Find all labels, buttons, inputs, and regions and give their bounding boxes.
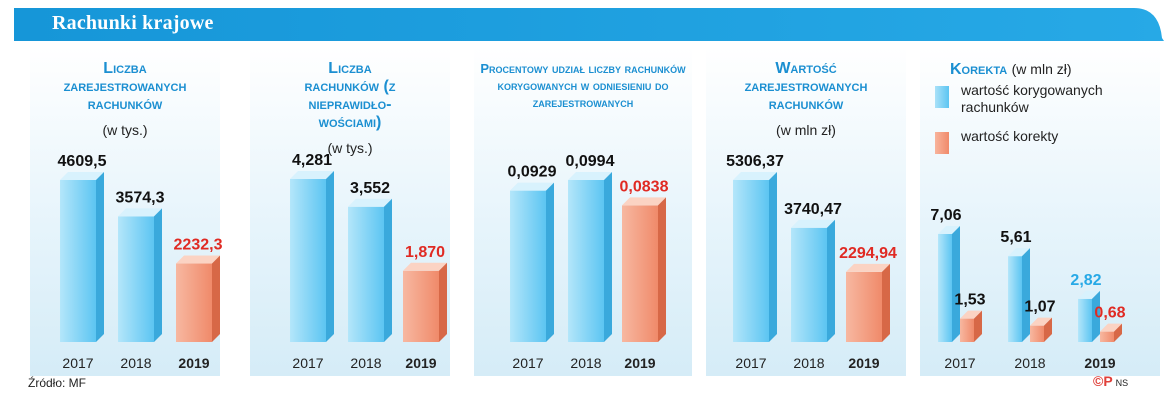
tick-label: 2017: [735, 355, 766, 371]
chart-title-unit: (w mln zł): [1011, 61, 1072, 77]
data-label: 7,06: [930, 207, 961, 224]
bar-korygowane-2019: [1078, 290, 1100, 342]
tick-label: 2017: [944, 355, 975, 371]
tick-label: 2019: [1084, 355, 1115, 371]
chart-panel-percentage: Procentowy udział liczby rachunków koryg…: [474, 46, 692, 376]
chart-panel-registered-count: Liczba zarejestrowanych rachunków (w tys…: [30, 46, 223, 376]
chart-title: Korekta: [950, 61, 1008, 78]
author-initials: NS: [1115, 378, 1129, 388]
bar-2018: [791, 219, 835, 342]
data-label: 2294,94: [839, 245, 897, 262]
bar-korekta-2018: [1030, 317, 1052, 342]
tick-label: 2019: [405, 355, 436, 371]
data-label: 1,53: [954, 292, 985, 309]
tick-label: 2017: [292, 355, 323, 371]
header-banner: Rachunki krajowe: [14, 8, 1164, 41]
bar-chart: 0,0929 2017 0,0994 2018 0,0838 2019: [508, 153, 669, 371]
tick-label: 2019: [178, 355, 209, 371]
tick-label: 2018: [570, 355, 601, 371]
legend-label: wartość korekty: [961, 128, 1059, 144]
data-label: 2,82: [1070, 272, 1101, 289]
bar-korekta-2019: [1100, 323, 1122, 342]
data-label: 3574,3: [116, 189, 165, 206]
data-label: 2232,3: [174, 237, 223, 254]
tick-label: 2019: [848, 355, 879, 371]
bar-2017: [733, 172, 777, 342]
data-label: 0,0929: [508, 164, 557, 181]
chart-subtitle: (w tys.): [102, 122, 148, 138]
legend-label: wartość korygowanych rachunków: [961, 82, 1103, 115]
legend-swatch-orange: [935, 132, 949, 154]
chart-title: Liczba rachunków (z nieprawidło-wościami…: [304, 60, 396, 131]
bar-2019: [403, 262, 447, 342]
bar-2018: [348, 198, 392, 342]
data-label: 0,0994: [566, 153, 615, 170]
chart-title: Liczba zarejestrowanych rachunków: [63, 60, 187, 113]
tick-label: 2018: [120, 355, 151, 371]
chart-subtitle: (w tys.): [327, 140, 373, 156]
data-label: 1,07: [1024, 299, 1055, 316]
bar-2018: [118, 208, 162, 342]
chart-title: Procentowy udział liczby rachunków koryg…: [480, 61, 686, 110]
source-note: Źródło: MF: [28, 376, 87, 390]
chart-title: Wartość zarejestrowanych rachunków: [744, 60, 868, 113]
data-label: 3,552: [350, 180, 390, 197]
bar-2017: [510, 182, 554, 342]
data-label: 5,61: [1000, 229, 1031, 246]
credit: ©P NS: [1093, 373, 1128, 389]
bar-chart: 7,06 1,53 2017 5,61 1,07 2018 2,82 0,68 2019: [930, 207, 1125, 371]
bar-korekta-2017: [960, 310, 982, 342]
data-label: 5306,37: [726, 153, 784, 170]
chart-panel-registered-value: Wartość zarejestrowanych rachunków (w ml…: [706, 46, 906, 376]
bar-2017: [290, 171, 334, 342]
bar-2018: [568, 172, 612, 342]
bar-chart: 4609,5 2017 3574,3 2018 2232,3 2019: [58, 153, 223, 371]
tick-label: 2017: [512, 355, 543, 371]
legend-swatch-blue: [935, 86, 949, 108]
tick-label: 2017: [62, 355, 93, 371]
data-label: 4,281: [292, 152, 332, 169]
bar-chart: 4,281 2017 3,552 2018 1,870 2019: [290, 152, 447, 371]
bar-2017: [60, 172, 104, 342]
bar-2019: [176, 255, 220, 342]
data-label: 0,0838: [620, 178, 669, 195]
chart-subtitle: (w mln zł): [776, 122, 836, 138]
bar-chart: 5306,37 2017 3740,47 2018 2294,94 2019: [726, 153, 897, 371]
page-title: Rachunki krajowe: [52, 12, 214, 34]
tick-label: 2018: [793, 355, 824, 371]
data-label: 1,870: [405, 244, 445, 261]
banner-shape: [14, 8, 1164, 41]
tick-label: 2019: [624, 355, 655, 371]
chart-panel-irregular-count: Liczba rachunków (z nieprawidło-wościami…: [250, 46, 450, 376]
bar-korygowane-2018: [1008, 248, 1030, 342]
bar-korygowane-2017: [938, 226, 960, 342]
data-label: 3740,47: [784, 201, 842, 218]
chart-panel-correction: Korekta (w mln zł) 7,06 1,53 2017 5,61 1,07 2…: [920, 46, 1160, 376]
tick-label: 2018: [1014, 355, 1045, 371]
copyright-mark: ©P: [1093, 373, 1113, 389]
bar-2019: [622, 197, 666, 342]
data-label: 0,68: [1094, 305, 1125, 322]
data-label: 4609,5: [58, 153, 107, 170]
bar-2019: [846, 263, 890, 342]
tick-label: 2018: [350, 355, 381, 371]
